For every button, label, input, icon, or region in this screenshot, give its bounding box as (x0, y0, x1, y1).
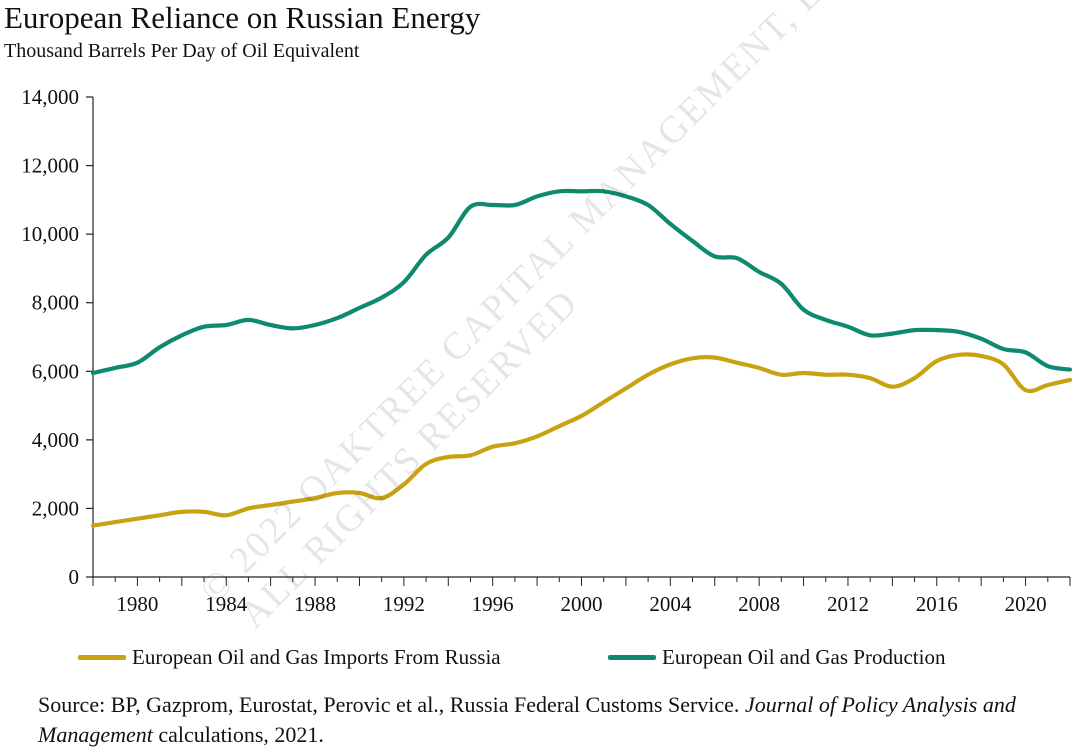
y-tick-label: 12,000 (21, 154, 79, 178)
y-tick-label: 0 (69, 565, 80, 589)
x-tick-label: 1980 (116, 592, 158, 616)
series-line-imports (90, 352, 1073, 528)
legend-item-production: European Oil and Gas Production (608, 642, 945, 672)
x-tick-label: 1984 (205, 592, 248, 616)
source-prefix: Source: BP, Gazprom, Eurostat, Perovic e… (38, 692, 745, 717)
chart-series (90, 188, 1073, 528)
source-suffix: calculations, 2021. (152, 722, 324, 747)
x-tick-label: 1992 (383, 592, 425, 616)
y-tick-label: 6,000 (32, 359, 79, 383)
legend: European Oil and Gas Imports From Russia… (0, 642, 1080, 672)
y-tick-label: 2,000 (32, 496, 79, 520)
y-tick-label: 10,000 (21, 222, 79, 246)
x-tick-label: 2016 (916, 592, 958, 616)
chart-title: European Reliance on Russian Energy (4, 0, 481, 35)
x-tick-label: 2020 (1005, 592, 1047, 616)
legend-swatch-production (608, 654, 656, 660)
x-tick-label: 2008 (738, 592, 780, 616)
x-tick-label: 2012 (827, 592, 869, 616)
source-journal: Journal of Policy Analysis and Managemen… (38, 692, 1016, 747)
x-tick-label: 1988 (294, 592, 336, 616)
legend-swatch-imports (78, 654, 126, 660)
y-tick-label: 4,000 (32, 428, 79, 452)
x-tick-label: 2004 (649, 592, 692, 616)
source-note: Source: BP, Gazprom, Eurostat, Perovic e… (38, 690, 1058, 750)
x-tick-label: 1996 (472, 592, 514, 616)
x-tick-label: 2000 (561, 592, 603, 616)
line-chart: 02,0004,0006,0008,00010,00012,00014,000 … (21, 85, 1073, 616)
legend-label-imports: European Oil and Gas Imports From Russia (132, 644, 501, 669)
chart-subtitle: Thousand Barrels Per Day of Oil Equivale… (4, 40, 360, 62)
series-line-production (90, 188, 1073, 376)
x-axis: 1980 1984 1988 1992 1996 2000 2004 2008 2012 2016… (92, 576, 1071, 616)
y-tick-label: 14,000 (21, 85, 79, 109)
legend-item-imports: European Oil and Gas Imports From Russia (78, 642, 501, 672)
legend-label-production: European Oil and Gas Production (662, 644, 946, 669)
y-tick-label: 8,000 (32, 291, 79, 315)
y-axis: 0 2,000 4,000 6,000 8,000 10,000 12,000 14,000 (21, 85, 94, 589)
